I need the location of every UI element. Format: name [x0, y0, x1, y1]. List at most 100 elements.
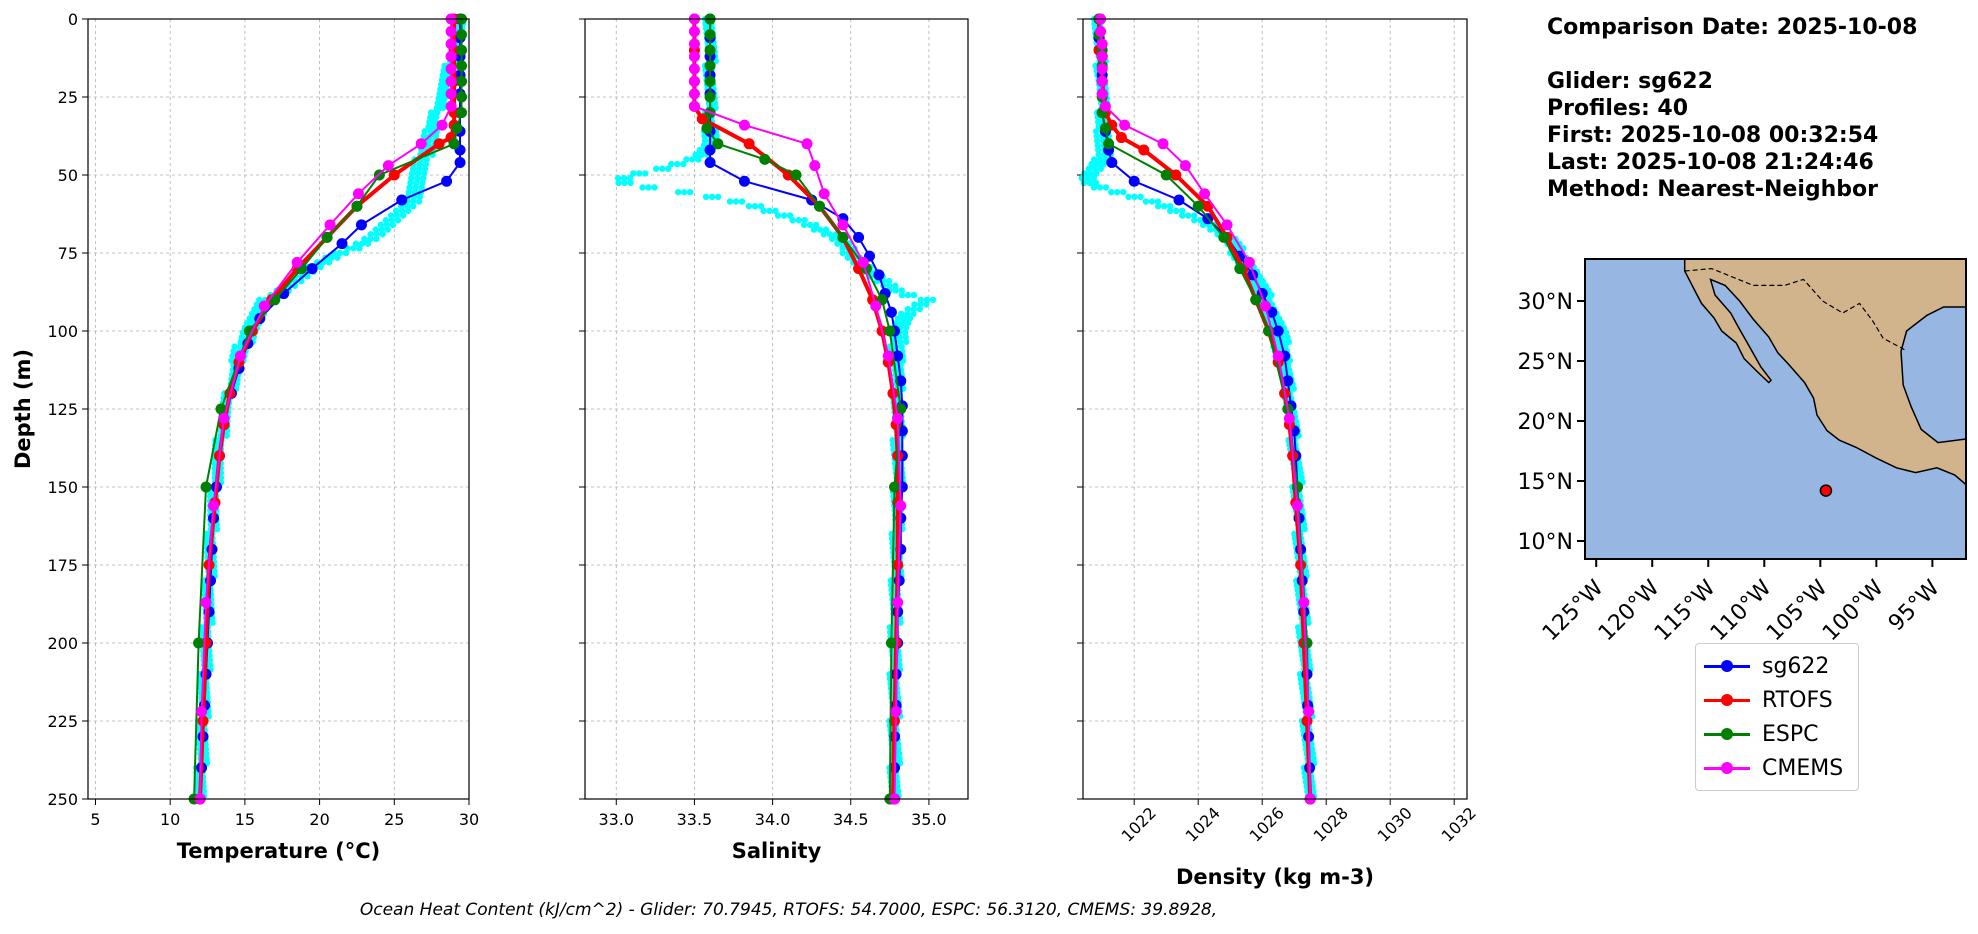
legend-label: sg622: [1762, 653, 1830, 679]
legend-swatch: [1704, 693, 1750, 706]
series-point-cmems: [445, 88, 457, 100]
lon-tick-label: 120°W: [1594, 575, 1665, 646]
raw-observation-point: [683, 156, 690, 163]
series-point-cmems: [1298, 596, 1310, 608]
series-point-cmems: [1096, 50, 1108, 62]
raw-observation-point: [1091, 156, 1098, 163]
series-point-cmems: [382, 160, 394, 172]
y-tick-label: 225: [47, 712, 78, 731]
raw-observation-point: [1148, 198, 1156, 205]
method-text: Method: Nearest-Neighbor: [1547, 177, 1878, 202]
legend-label: CMEMS: [1762, 755, 1844, 781]
series-point-cmems: [234, 350, 246, 362]
raw-observation-point: [1207, 226, 1214, 233]
x-tick-label: 30: [459, 810, 479, 829]
x-tick-label: 25: [384, 810, 404, 829]
series-point-cmems: [1199, 188, 1211, 200]
x-tick-label: 20: [309, 810, 329, 829]
series-point-espc: [701, 122, 713, 134]
raw-observation-point: [904, 310, 911, 318]
series-point-sg622: [355, 219, 367, 231]
y-tick-label: 250: [47, 790, 78, 809]
glider-position-marker: [1819, 484, 1833, 497]
series-point-cmems: [208, 500, 220, 512]
raw-observation-point: [680, 160, 687, 168]
raw-observation-point: [1256, 273, 1264, 280]
series-point-cmems: [892, 596, 904, 608]
raw-observation-point: [751, 203, 759, 210]
raw-observation-point: [708, 193, 716, 201]
series-point-espc: [704, 60, 716, 72]
series-cmems: [688, 13, 907, 805]
series-point-cmems: [1119, 119, 1131, 131]
raw-observation-point: [627, 179, 634, 186]
raw-observation-point: [364, 240, 372, 247]
y-tick-label: 200: [47, 634, 78, 653]
series-point-rtofs: [388, 169, 400, 181]
series-point-espc: [1099, 122, 1111, 134]
raw-observation-point: [894, 788, 902, 795]
raw-observation-point: [298, 273, 305, 280]
raw-observation-point: [675, 188, 682, 196]
lat-tick-label: 20°N: [1518, 410, 1573, 435]
series-point-espc: [200, 481, 212, 493]
series-point-cmems: [1096, 63, 1108, 75]
series-point-espc: [704, 91, 716, 103]
series-point-cmems: [1095, 25, 1107, 37]
raw-observation-point: [904, 305, 912, 313]
profiles-text: Profiles: 40: [1547, 96, 1689, 121]
series-point-espc: [1250, 294, 1262, 306]
raw-observation-point: [1142, 198, 1150, 205]
raw-observation-point: [409, 198, 417, 205]
series-point-sg622: [336, 238, 348, 250]
raw-observation-point: [917, 296, 925, 303]
lon-tick-label: 95°W: [1884, 575, 1945, 636]
raw-observation-point: [410, 203, 417, 210]
series-point-espc: [895, 403, 907, 415]
raw-observation-point: [898, 287, 905, 294]
map-gulf: [1900, 259, 1966, 444]
series-point-cmems: [1283, 412, 1295, 424]
raw-observation-point: [317, 263, 324, 271]
raw-observation-point: [1102, 184, 1110, 191]
series-point-cmems: [738, 119, 750, 131]
series-point-cmems: [258, 300, 270, 312]
series-point-rtofs: [889, 715, 901, 727]
series-point-cmems: [445, 63, 457, 75]
panel-1: 33.0 33.5 34.0 34.5 35.0 Salinity: [579, 13, 969, 863]
raw-observation-point: [916, 305, 924, 313]
map-frame: [1584, 258, 1967, 560]
lon-tick-label: 115°W: [1650, 575, 1721, 646]
raw-observation-point: [213, 525, 221, 533]
raw-observation-point: [1185, 212, 1192, 219]
raw-observation-point: [1301, 525, 1308, 533]
series-point-espc: [215, 403, 227, 415]
map-border: [1684, 267, 1906, 351]
raw-observation-point: [1114, 188, 1121, 196]
raw-observation-point: [801, 217, 808, 224]
series-point-espc: [456, 29, 468, 41]
series-point-sg622: [396, 194, 408, 206]
series-point-cmems: [688, 100, 700, 112]
lon-tick-label: 110°W: [1706, 575, 1777, 646]
series-point-sg622: [441, 175, 453, 187]
lon-tick-label: 125°W: [1538, 575, 1609, 646]
series-point-espc: [456, 75, 468, 87]
series-point-cmems: [801, 138, 813, 150]
raw-observation-point: [702, 193, 710, 201]
raw-observation-point: [923, 296, 931, 303]
x-tick-label: 34.0: [755, 810, 791, 829]
series-point-cmems: [688, 50, 700, 62]
series-point-sg622: [892, 350, 904, 362]
raw-observation-point: [1191, 212, 1198, 219]
x-tick-label: 34.5: [833, 810, 869, 829]
raw-observation-point: [626, 174, 634, 182]
raw-observation-point: [923, 301, 930, 308]
series-point-cmems: [688, 63, 700, 75]
raw-observation-point: [901, 329, 909, 336]
series-point-cmems: [688, 75, 700, 87]
x-tick-label: 5: [90, 810, 100, 829]
raw-observation-point: [898, 291, 906, 299]
series-point-sg622: [1173, 194, 1185, 206]
raw-observation-point: [1155, 203, 1162, 210]
